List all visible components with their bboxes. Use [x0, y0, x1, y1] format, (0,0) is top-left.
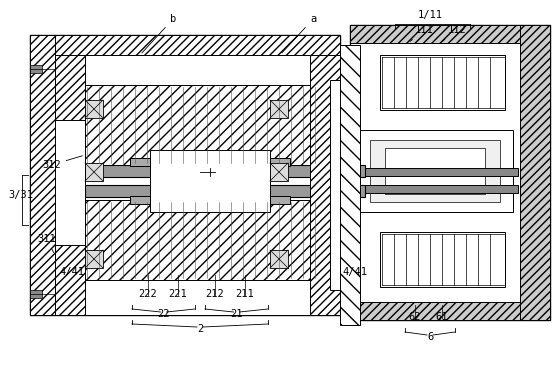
Text: 211: 211	[235, 289, 254, 299]
Bar	[30, 290, 42, 298]
Text: 222: 222	[138, 289, 157, 299]
Bar	[385, 148, 485, 194]
Bar	[85, 250, 103, 268]
Bar	[310, 55, 355, 315]
Bar	[370, 140, 500, 202]
Bar	[55, 55, 85, 315]
Bar	[350, 302, 550, 320]
Bar	[55, 120, 85, 245]
Bar	[30, 295, 340, 315]
Bar	[30, 35, 340, 315]
Bar	[85, 163, 103, 181]
Bar	[270, 163, 288, 181]
Bar	[520, 25, 550, 320]
Text: 4/41: 4/41	[343, 267, 368, 277]
Text: 212: 212	[206, 289, 224, 299]
Text: 22: 22	[157, 309, 170, 319]
Text: 62: 62	[409, 312, 421, 322]
Bar	[30, 35, 55, 315]
Bar	[358, 130, 513, 212]
Bar	[55, 55, 340, 315]
Text: 4/41: 4/41	[60, 267, 84, 277]
Text: 311: 311	[37, 234, 56, 252]
Text: 111: 111	[410, 25, 434, 41]
Text: 2: 2	[197, 324, 203, 334]
Text: 21: 21	[230, 309, 243, 319]
Text: 6: 6	[427, 332, 433, 342]
Bar	[270, 100, 288, 118]
Bar	[85, 85, 340, 165]
Bar	[85, 185, 365, 197]
Bar	[270, 250, 288, 268]
Bar	[85, 200, 340, 280]
Bar	[358, 168, 518, 176]
Bar	[150, 150, 270, 212]
Bar	[380, 55, 505, 110]
Text: a: a	[282, 14, 316, 53]
Text: b: b	[142, 14, 176, 53]
Bar	[350, 25, 550, 43]
Bar	[30, 65, 42, 73]
Bar	[30, 35, 340, 55]
Text: 221: 221	[169, 289, 187, 299]
Bar	[130, 158, 290, 166]
Bar	[358, 185, 518, 193]
Bar	[330, 80, 355, 290]
Text: 112: 112	[442, 25, 466, 41]
Text: 312: 312	[42, 156, 83, 170]
Text: 1/11: 1/11	[417, 10, 442, 20]
Bar	[380, 232, 505, 287]
Bar	[340, 45, 360, 325]
Text: 3/31: 3/31	[8, 190, 33, 200]
Bar	[85, 100, 103, 118]
Bar	[350, 25, 550, 320]
Text: 61: 61	[436, 312, 448, 322]
Bar	[85, 165, 365, 177]
Bar	[130, 196, 290, 204]
